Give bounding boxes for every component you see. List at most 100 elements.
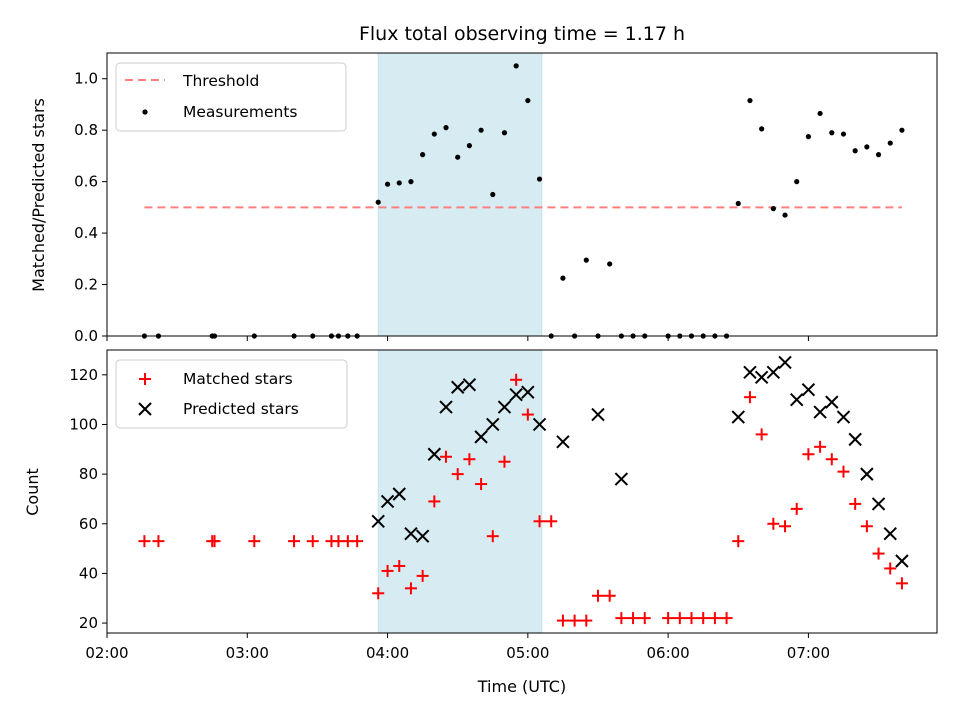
top-xticks (106, 336, 809, 341)
matched-star-point (849, 497, 862, 510)
predicted-star-point (813, 405, 827, 419)
matched-star-point (779, 520, 792, 533)
matched-star-point (451, 468, 464, 481)
measurement-point (829, 130, 835, 136)
matched-star-point (860, 520, 873, 533)
top-plot-frame (106, 52, 938, 337)
bottom-xtick-label: 06:00 (647, 644, 690, 662)
predicted-star-point (532, 417, 547, 432)
matched-star-point (152, 535, 165, 548)
top-ytick-label: 0.0 (74, 327, 98, 345)
measurement-point (560, 275, 566, 281)
predicted-star-point (486, 417, 500, 432)
matched-star-point (673, 612, 686, 625)
predicted-star-point (801, 383, 816, 397)
top-y-axis-label: Matched/Predicted stars (29, 98, 48, 292)
bottom-legend: Matched stars Predicted stars (115, 359, 348, 429)
predicted-star-point (754, 370, 769, 385)
matched-star-point (351, 535, 364, 548)
matched-star-point (591, 589, 604, 602)
matched-star-point (895, 577, 908, 590)
matched-star-point (138, 535, 151, 548)
measurement-point (431, 131, 437, 137)
measurement-point (536, 176, 543, 182)
matched-star-point (498, 455, 511, 468)
measurement-point (455, 154, 461, 160)
matched-star-point (685, 612, 698, 625)
measurement-point (864, 144, 870, 150)
matched-star-point (802, 448, 815, 461)
predicted-star-point (825, 395, 839, 409)
matched-star-point (288, 535, 301, 548)
measurement-point (525, 97, 531, 104)
legend-predicted-swatch (138, 402, 152, 416)
matched-star-point (556, 614, 569, 627)
bottom-xtick-label: 03:00 (226, 644, 269, 662)
bottom-y-axis-label: Count (23, 468, 42, 516)
predicted-star-point (415, 529, 430, 543)
measurement-point (384, 181, 391, 187)
measurement-point (396, 180, 402, 186)
measurement-point (840, 131, 847, 137)
top-highlight-span (377, 52, 543, 337)
bottom-xtick-label: 02:00 (85, 644, 128, 662)
matched-star-point (372, 587, 385, 600)
predicted-star-point (439, 400, 453, 414)
matched-star-point (404, 582, 417, 595)
predicted-star-point (380, 494, 395, 509)
measurement-point (735, 200, 741, 207)
predicted-star-point (836, 410, 851, 424)
matched-star-point (837, 465, 850, 478)
bottom-xtick-label: 05:00 (506, 644, 549, 662)
predicted-star-point (474, 430, 488, 444)
matched-star-point (475, 478, 488, 491)
measurement-point (782, 212, 788, 218)
matched-stars-series (138, 373, 908, 627)
top-ytick-label: 1.0 (74, 70, 98, 88)
matched-star-point (662, 612, 675, 625)
measurement-point (852, 148, 858, 154)
bottom-ytick-label: 100 (69, 415, 98, 433)
predicted-star-point (848, 432, 862, 447)
bottom-ytick-label: 60 (79, 515, 98, 533)
matched-star-point (884, 562, 897, 575)
matched-star-point (743, 391, 756, 404)
legend-measurements-label: Measurements (183, 103, 298, 121)
measurement-point (490, 191, 496, 198)
matched-star-point (208, 535, 221, 548)
predicted-star-point (731, 410, 745, 424)
predicted-star-point (509, 387, 523, 402)
predicted-star-point (392, 487, 406, 501)
predicted-star-point (427, 447, 442, 461)
bottom-ytick-label: 120 (69, 366, 98, 384)
predicted-star-point (883, 526, 897, 541)
measurement-point (887, 140, 893, 146)
measurement-point (899, 127, 905, 133)
predicted-star-point (766, 365, 781, 380)
matched-star-point (393, 559, 406, 572)
matched-star-point (568, 614, 581, 627)
matched-star-point (248, 535, 261, 548)
predicted-star-point (591, 407, 605, 422)
predicted-star-point (895, 554, 909, 568)
matched-star-point (440, 450, 453, 463)
measurement-point (408, 179, 414, 185)
bottom-xtick-label: 04:00 (366, 644, 409, 662)
bottom-ytick-label: 40 (79, 564, 98, 582)
measurement-point (583, 257, 589, 263)
predicted-star-point (497, 400, 512, 414)
predicted-star-point (521, 385, 535, 399)
predicted-star-point (860, 467, 874, 481)
measurement-point (375, 199, 381, 205)
top-yticks: 0.0 0.2 0.4 0.6 0.8 1.0 (74, 70, 107, 345)
matched-star-point (872, 547, 885, 560)
bottom-ytick-label: 80 (79, 465, 98, 483)
predicted-star-point (778, 355, 792, 370)
matched-star-point (732, 535, 745, 548)
matched-star-point (603, 589, 616, 602)
predicted-star-point (462, 378, 477, 392)
measurement-point (501, 130, 508, 136)
bottom-ytick-label: 20 (79, 614, 98, 632)
predicted-star-point (404, 526, 418, 541)
